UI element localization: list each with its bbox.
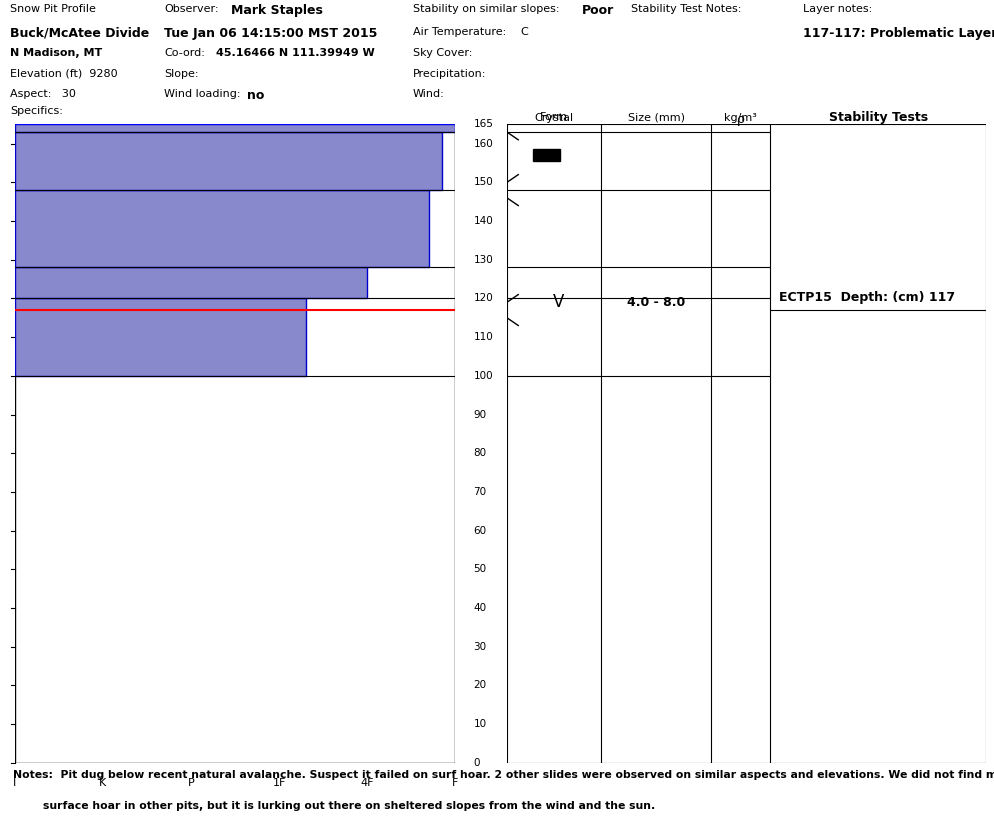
Text: 4.0 - 8.0: 4.0 - 8.0	[627, 296, 685, 309]
Text: Snow Pit Profile: Snow Pit Profile	[10, 4, 95, 14]
Text: Tue Jan 06 14:15:00 MST 2015: Tue Jan 06 14:15:00 MST 2015	[164, 27, 378, 39]
Text: 4F: 4F	[361, 778, 374, 788]
Bar	[15, 190, 428, 267]
Text: 100: 100	[473, 370, 493, 381]
Text: Co-ord:: Co-ord:	[164, 48, 205, 58]
Text: Air Temperature:: Air Temperature:	[413, 27, 506, 37]
Text: P: P	[188, 778, 195, 788]
Text: 90: 90	[473, 410, 486, 419]
Text: 0: 0	[473, 758, 480, 768]
Text: 10: 10	[473, 719, 486, 729]
Text: Elevation (ft)  9280: Elevation (ft) 9280	[10, 69, 117, 79]
Text: Size (mm): Size (mm)	[627, 113, 685, 123]
Text: ECTP15  Depth: (cm) 117: ECTP15 Depth: (cm) 117	[779, 291, 955, 304]
Text: 110: 110	[473, 332, 493, 342]
Text: 70: 70	[473, 487, 486, 497]
Text: Stability Tests: Stability Tests	[829, 111, 927, 124]
Text: 45.16466 N 111.39949 W: 45.16466 N 111.39949 W	[216, 48, 375, 58]
Text: Mark Staples: Mark Staples	[231, 4, 322, 18]
Text: Sky Cover:: Sky Cover:	[413, 48, 472, 58]
Text: C: C	[521, 27, 529, 37]
Text: Precipitation:: Precipitation:	[413, 69, 486, 79]
Text: 20: 20	[473, 680, 486, 690]
Text: 40: 40	[473, 603, 486, 613]
Text: Wind:: Wind:	[413, 89, 444, 99]
Text: 30: 30	[473, 642, 486, 652]
Text: Notes:  Pit dug below recent natural avalanche. Suspect it failed on surf hoar. : Notes: Pit dug below recent natural aval…	[13, 770, 994, 780]
Text: Form: Form	[540, 113, 569, 123]
Text: 160: 160	[473, 139, 493, 149]
Text: kg/m³: kg/m³	[724, 113, 757, 123]
Text: Stability Test Notes:: Stability Test Notes:	[631, 4, 742, 14]
Bar	[15, 267, 367, 298]
Text: 60: 60	[473, 526, 486, 536]
Text: Aspect:   30: Aspect: 30	[10, 89, 76, 99]
Text: surface hoar in other pits, but it is lurking out there on sheltered slopes from: surface hoar in other pits, but it is lu…	[13, 801, 655, 811]
Text: Layer notes:: Layer notes:	[803, 4, 873, 14]
Text: ρ: ρ	[737, 113, 745, 126]
Bar	[15, 132, 442, 190]
Text: 140: 140	[473, 216, 493, 226]
Text: 150: 150	[473, 177, 493, 187]
Text: Observer:: Observer:	[164, 4, 219, 14]
Text: Stability on similar slopes:: Stability on similar slopes:	[413, 4, 559, 14]
Text: 1F: 1F	[272, 778, 286, 788]
Text: V: V	[554, 293, 565, 312]
Text: Buck/McAtee Divide: Buck/McAtee Divide	[10, 27, 149, 39]
Text: Poor: Poor	[581, 4, 613, 18]
Text: 130: 130	[473, 255, 493, 265]
Text: N Madison, MT: N Madison, MT	[10, 48, 102, 58]
Bar	[15, 124, 455, 132]
Text: 165: 165	[473, 119, 493, 129]
Text: K: K	[99, 778, 106, 788]
Text: Crystal: Crystal	[535, 113, 574, 123]
Bar	[15, 298, 305, 375]
Text: Specifics:: Specifics:	[10, 107, 63, 117]
Text: 80: 80	[473, 449, 486, 458]
Bar	[534, 150, 560, 161]
Text: Slope:: Slope:	[164, 69, 199, 79]
Text: 120: 120	[473, 293, 493, 303]
Text: 50: 50	[473, 564, 486, 575]
Text: no: no	[247, 89, 263, 102]
Text: 117-117: Problematic Layer: 117-117: Problematic Layer	[803, 27, 994, 39]
Text: F: F	[452, 778, 458, 788]
Text: I: I	[13, 778, 17, 788]
Text: Wind loading:: Wind loading:	[164, 89, 241, 99]
